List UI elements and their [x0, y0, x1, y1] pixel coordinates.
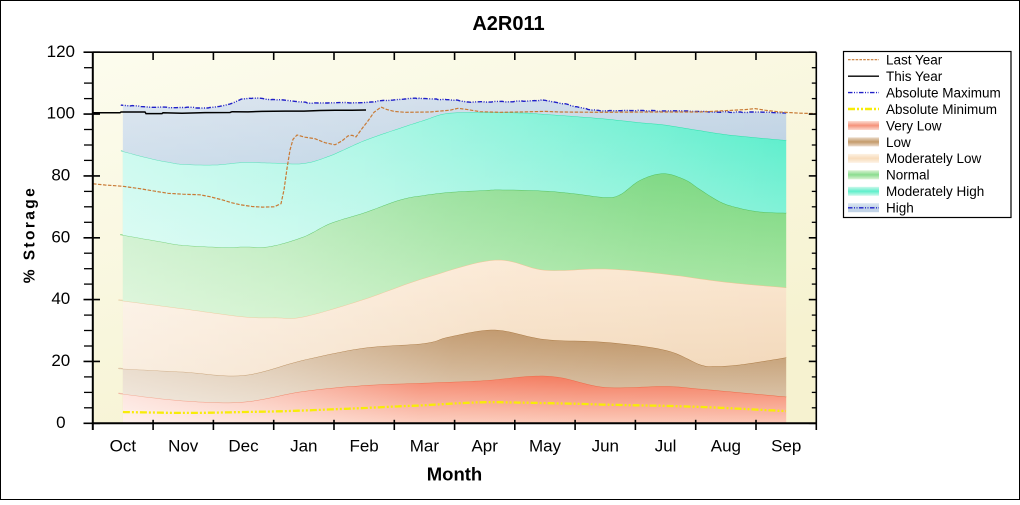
svg-text:Oct: Oct — [110, 437, 137, 456]
svg-text:80: 80 — [51, 166, 70, 185]
svg-text:60: 60 — [51, 227, 70, 246]
svg-text:Dec: Dec — [228, 437, 259, 456]
svg-text:High: High — [886, 201, 914, 216]
svg-text:Feb: Feb — [349, 437, 378, 456]
svg-text:Moderately Low: Moderately Low — [886, 151, 982, 166]
svg-text:0: 0 — [56, 413, 65, 432]
svg-text:Jun: Jun — [592, 437, 619, 456]
svg-text:Apr: Apr — [471, 437, 498, 456]
svg-text:Sep: Sep — [771, 437, 801, 456]
svg-text:Mar: Mar — [410, 437, 440, 456]
svg-text:100: 100 — [47, 104, 75, 123]
svg-text:Last Year: Last Year — [886, 53, 943, 68]
svg-text:Nov: Nov — [168, 437, 199, 456]
svg-text:Normal: Normal — [886, 168, 930, 183]
svg-text:Absolute Maximum: Absolute Maximum — [886, 85, 1001, 100]
svg-text:This Year: This Year — [886, 69, 943, 84]
svg-text:Moderately High: Moderately High — [886, 184, 984, 199]
svg-text:A2R011: A2R011 — [472, 13, 544, 35]
svg-text:Absolute Minimum: Absolute Minimum — [886, 102, 997, 117]
svg-text:40: 40 — [51, 289, 70, 308]
svg-text:Jul: Jul — [655, 437, 677, 456]
svg-text:Jan: Jan — [290, 437, 317, 456]
svg-text:Low: Low — [886, 135, 911, 150]
svg-text:120: 120 — [47, 42, 75, 61]
svg-text:Aug: Aug — [711, 437, 741, 456]
svg-text:20: 20 — [51, 351, 70, 370]
svg-text:May: May — [529, 437, 562, 456]
svg-text:Very Low: Very Low — [886, 118, 942, 133]
svg-text:% Storage: % Storage — [22, 186, 39, 283]
svg-text:Month: Month — [427, 464, 482, 485]
